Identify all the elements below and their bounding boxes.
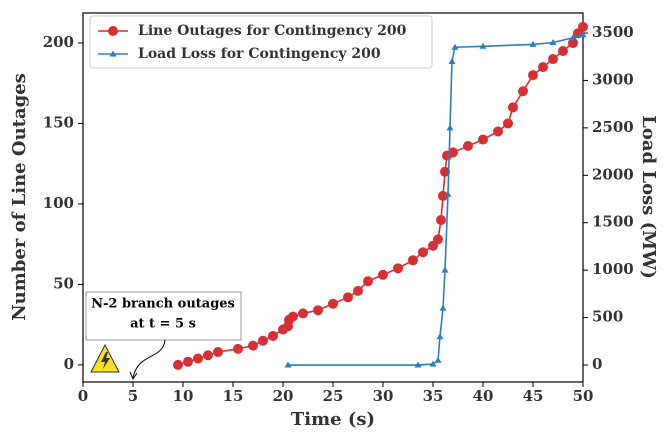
legend-box <box>89 15 433 69</box>
warning-bolt <box>101 352 110 369</box>
x-axis-label: Time (s) <box>291 409 375 430</box>
x-tick-label: 45 <box>523 387 544 405</box>
y-tick-label: 150 <box>43 113 74 131</box>
y-tick-label: 0 <box>64 355 74 373</box>
legend-marker <box>109 50 117 57</box>
point <box>434 356 442 363</box>
point <box>363 276 373 287</box>
point <box>528 70 538 81</box>
y2-tick-label: 3500 <box>592 23 634 41</box>
point <box>268 330 278 341</box>
x-tick-label: 35 <box>423 387 444 405</box>
point <box>558 45 568 56</box>
point <box>438 190 448 201</box>
point <box>479 42 487 49</box>
point <box>343 292 353 303</box>
point <box>463 140 473 151</box>
y2-tick-label: 1000 <box>592 260 634 278</box>
point <box>440 166 450 177</box>
point <box>429 360 437 367</box>
point <box>538 62 548 73</box>
point <box>436 215 446 226</box>
point <box>448 57 456 64</box>
x-tick-label: 25 <box>323 387 344 405</box>
point <box>193 353 203 364</box>
point <box>203 350 213 361</box>
point <box>493 126 503 137</box>
legend-marker <box>108 26 118 36</box>
point <box>353 285 363 296</box>
y-tick-label: 100 <box>43 194 74 212</box>
point <box>444 190 452 197</box>
annotation-box <box>85 291 242 341</box>
point <box>173 359 183 370</box>
y-axis-label: Number of Line Outages <box>9 73 30 321</box>
x-tick-label: 50 <box>573 387 594 405</box>
y2-axis-label: Load Loss (MW) <box>638 115 659 279</box>
y2-tick-label: 1500 <box>592 213 634 231</box>
y-tick-label: 50 <box>53 274 74 292</box>
point <box>529 40 537 47</box>
legend-label: Line Outages for Contingency 200 <box>138 23 407 39</box>
point <box>433 234 443 245</box>
annotation-arrow <box>132 339 166 379</box>
point <box>213 347 223 358</box>
x-tick-label: 20 <box>273 387 294 405</box>
series-line <box>288 34 584 366</box>
point <box>579 31 587 38</box>
point <box>446 124 454 131</box>
point <box>548 54 558 65</box>
y2-tick-label: 2000 <box>592 165 634 183</box>
point <box>328 298 338 309</box>
point <box>518 86 528 97</box>
point <box>288 311 298 322</box>
point <box>284 361 292 368</box>
point <box>478 134 488 145</box>
annotation-arrowhead <box>129 371 138 381</box>
point <box>248 340 258 351</box>
point <box>436 333 444 340</box>
point <box>183 356 193 367</box>
point <box>503 118 513 129</box>
point <box>313 305 323 316</box>
point <box>414 361 422 368</box>
legend-label: Load Loss for Contingency 200 <box>138 46 381 62</box>
point <box>568 37 578 48</box>
x-tick-label: 40 <box>473 387 494 405</box>
point <box>451 43 459 50</box>
y2-tick-label: 500 <box>592 308 623 326</box>
y2-tick-label: 2500 <box>592 118 634 136</box>
x-tick-label: 5 <box>128 387 138 405</box>
y-tick-label: 200 <box>43 33 74 51</box>
point <box>441 266 449 273</box>
point <box>418 247 428 258</box>
y2-tick-label: 0 <box>592 355 602 373</box>
y2-tick-label: 3000 <box>592 70 634 88</box>
point <box>258 335 268 346</box>
x-tick-label: 10 <box>173 387 194 405</box>
point <box>508 102 518 113</box>
point <box>578 21 588 32</box>
x-tick-label: 0 <box>78 387 88 405</box>
annotation-text: at t = 5 s <box>130 317 196 332</box>
point <box>439 304 447 311</box>
point <box>448 147 458 158</box>
point <box>408 255 418 266</box>
x-tick-label: 15 <box>223 387 244 405</box>
point <box>393 263 403 274</box>
point <box>549 39 557 46</box>
point <box>378 269 388 280</box>
annotation-text: N-2 branch outages <box>91 297 235 312</box>
point <box>298 308 308 319</box>
x-tick-label: 30 <box>373 387 394 405</box>
point <box>569 34 577 41</box>
point <box>233 343 243 354</box>
